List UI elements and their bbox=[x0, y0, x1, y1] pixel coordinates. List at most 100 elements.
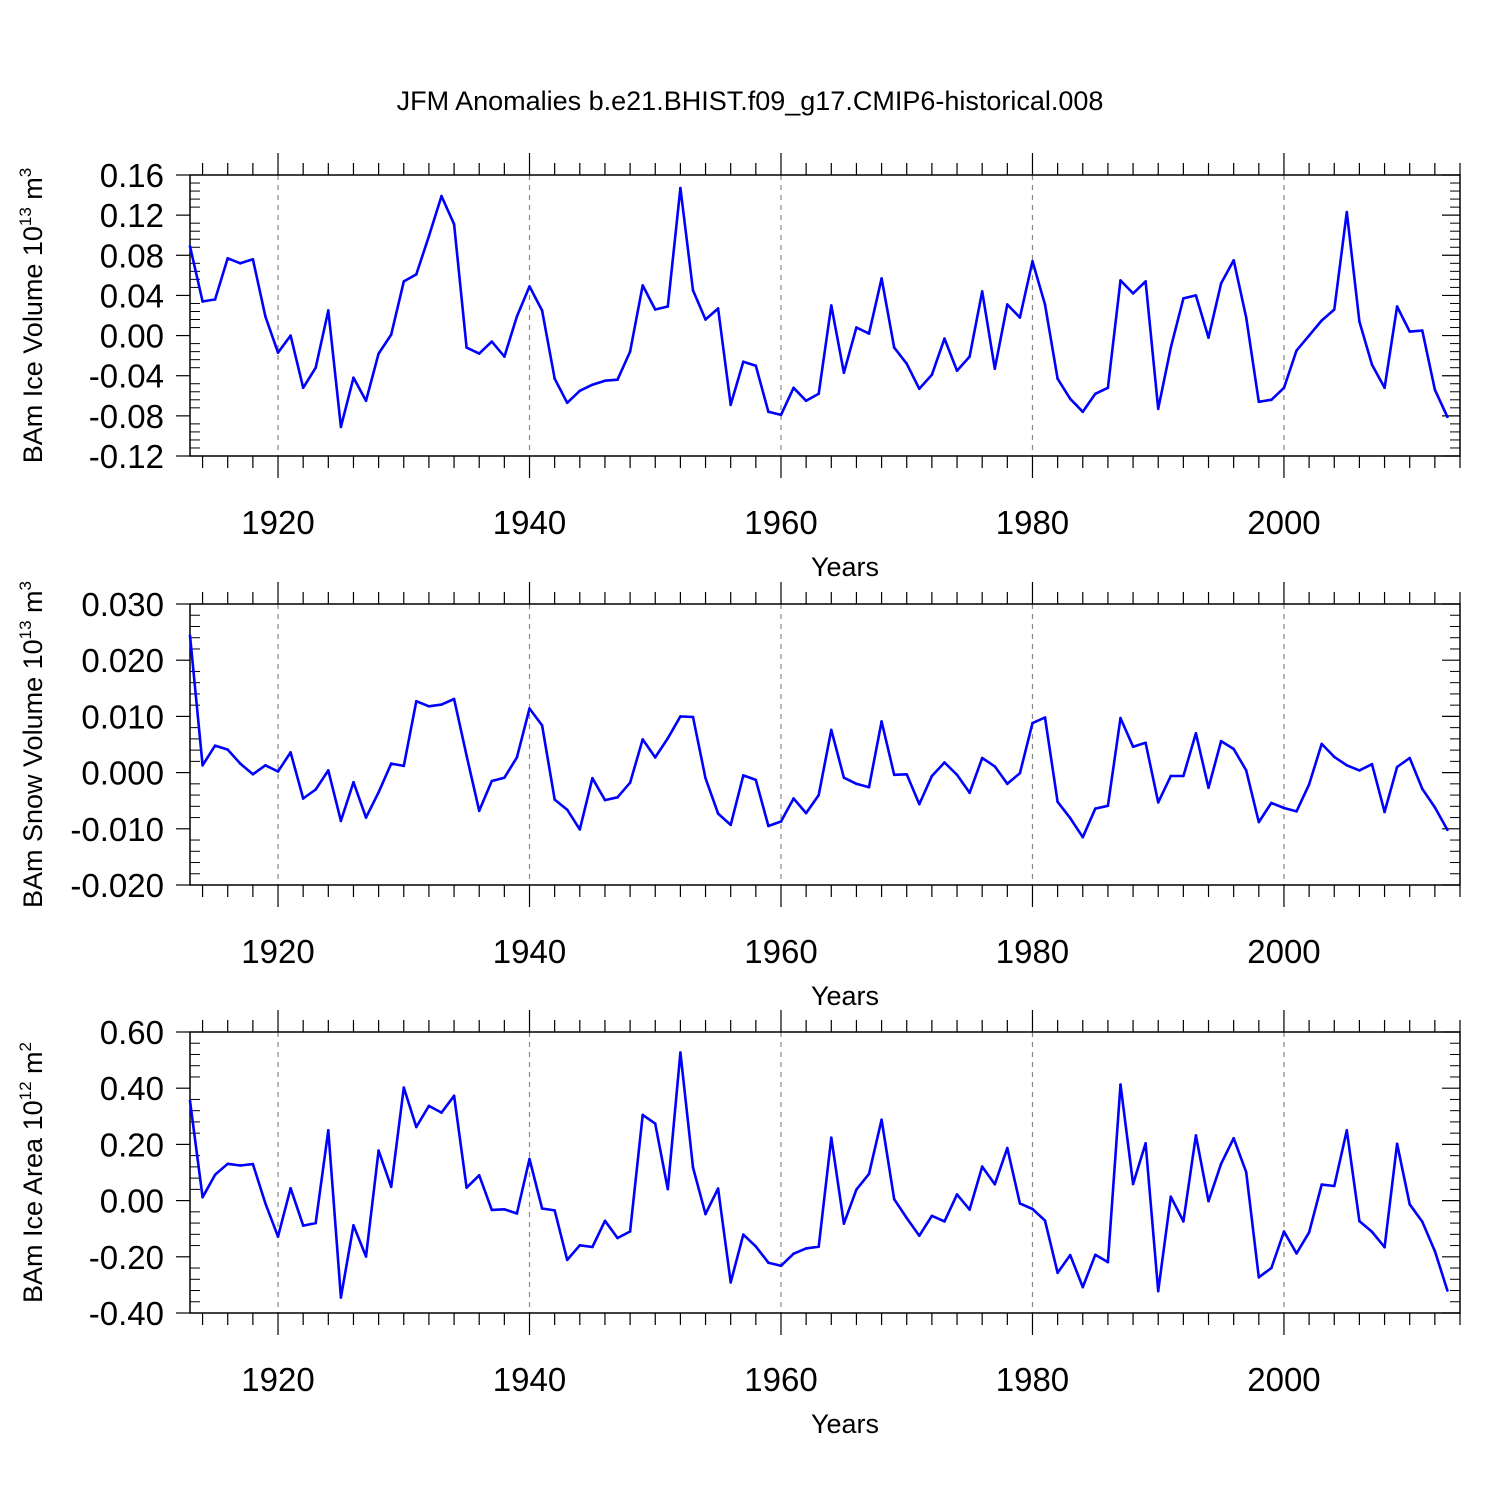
data-point bbox=[1320, 742, 1323, 746]
data-point bbox=[679, 715, 682, 718]
data-point bbox=[691, 1166, 695, 1169]
data-point bbox=[427, 1104, 431, 1108]
data-point bbox=[1420, 787, 1424, 791]
data-point bbox=[440, 1111, 443, 1114]
data-point bbox=[377, 352, 380, 355]
data-point bbox=[1408, 1202, 1412, 1206]
data-point bbox=[339, 1296, 343, 1299]
data-point bbox=[1370, 363, 1374, 366]
x-tick-label: 1980 bbox=[996, 933, 1069, 970]
data-point bbox=[867, 332, 871, 335]
y-tick-label: -0.12 bbox=[89, 438, 164, 475]
data-point bbox=[955, 773, 959, 777]
data-point bbox=[477, 352, 481, 355]
data-point bbox=[238, 1164, 242, 1167]
data-point bbox=[1282, 1230, 1286, 1233]
data-point bbox=[553, 377, 556, 381]
data-point bbox=[1207, 1199, 1210, 1203]
y-tick-label: -0.08 bbox=[89, 398, 164, 435]
data-point bbox=[704, 1212, 707, 1216]
data-point bbox=[1307, 1231, 1311, 1234]
data-point bbox=[918, 1234, 921, 1238]
data-point bbox=[389, 1185, 393, 1189]
data-point bbox=[754, 778, 758, 782]
data-point bbox=[1307, 783, 1311, 786]
y-axis-label-superscript: 12 bbox=[16, 1081, 35, 1100]
data-point bbox=[1056, 1271, 1059, 1275]
data-point bbox=[666, 1187, 670, 1191]
data-point bbox=[415, 273, 418, 276]
y-axis-label-text: BAm Snow Volume 10 bbox=[18, 639, 48, 908]
data-point bbox=[565, 1258, 569, 1262]
data-point bbox=[1106, 1260, 1110, 1264]
y-tick-label: 0.60 bbox=[100, 1014, 164, 1051]
data-point bbox=[1383, 810, 1386, 814]
data-point bbox=[465, 754, 468, 758]
data-point bbox=[767, 824, 770, 828]
data-point bbox=[817, 392, 821, 396]
data-point bbox=[1295, 810, 1298, 813]
data-point bbox=[1194, 1134, 1198, 1137]
data-point bbox=[188, 244, 192, 248]
data-point bbox=[188, 1099, 192, 1103]
y-tick-label: 0.12 bbox=[100, 197, 164, 234]
data-point bbox=[1270, 398, 1273, 402]
data-point bbox=[716, 307, 720, 310]
y-axis-label-superscript: 2 bbox=[16, 1042, 35, 1051]
data-point bbox=[452, 222, 456, 226]
data-point bbox=[993, 367, 997, 370]
y-tick-label: 0.08 bbox=[100, 237, 164, 274]
data-point bbox=[490, 1208, 494, 1212]
data-point bbox=[1018, 1202, 1022, 1205]
data-point bbox=[767, 410, 770, 414]
data-point bbox=[741, 360, 745, 363]
data-point bbox=[1295, 1252, 1298, 1255]
y-tick-label: 0.16 bbox=[100, 157, 164, 194]
data-point bbox=[1244, 1170, 1248, 1174]
data-point bbox=[1144, 280, 1147, 283]
data-point bbox=[1156, 1289, 1160, 1293]
data-point bbox=[213, 1173, 217, 1177]
data-point bbox=[716, 812, 720, 815]
data-point bbox=[880, 720, 883, 723]
data-point bbox=[603, 379, 607, 383]
data-point bbox=[980, 756, 984, 760]
data-point bbox=[804, 399, 808, 403]
data-point bbox=[855, 326, 858, 329]
data-point bbox=[691, 715, 695, 719]
x-tick-label: 1960 bbox=[744, 933, 817, 970]
data-point bbox=[855, 1188, 858, 1191]
data-point bbox=[314, 1221, 318, 1225]
data-point bbox=[641, 738, 644, 741]
data-point bbox=[1320, 319, 1323, 322]
data-point bbox=[452, 697, 456, 701]
x-tick-label: 2000 bbox=[1247, 504, 1320, 541]
data-point bbox=[1081, 835, 1085, 839]
y-axis-label-superscript: 3 bbox=[16, 581, 35, 590]
data-point bbox=[528, 285, 531, 288]
data-point bbox=[1370, 762, 1374, 766]
data-point bbox=[1219, 739, 1223, 743]
data-point bbox=[1207, 786, 1210, 790]
data-point bbox=[905, 772, 909, 776]
data-point bbox=[653, 1122, 657, 1125]
data-point bbox=[616, 796, 619, 799]
y-tick-label: 0.20 bbox=[100, 1126, 164, 1163]
data-point bbox=[1169, 346, 1173, 349]
y-tick-label: 0.00 bbox=[100, 318, 164, 355]
data-point bbox=[955, 369, 959, 372]
data-point bbox=[1156, 801, 1160, 804]
data-point bbox=[1081, 410, 1085, 414]
data-point bbox=[553, 798, 556, 801]
y-axis-label-text: m bbox=[18, 590, 48, 620]
data-point bbox=[1257, 820, 1261, 824]
data-point bbox=[415, 1125, 418, 1129]
data-point bbox=[427, 234, 431, 238]
data-point bbox=[1144, 741, 1147, 745]
y-axis-label-text: m bbox=[18, 177, 48, 207]
data-point bbox=[503, 355, 506, 358]
data-point bbox=[339, 819, 343, 823]
data-point bbox=[892, 346, 896, 349]
plot-frame bbox=[189, 603, 1461, 886]
x-tick-label: 1920 bbox=[241, 504, 314, 541]
